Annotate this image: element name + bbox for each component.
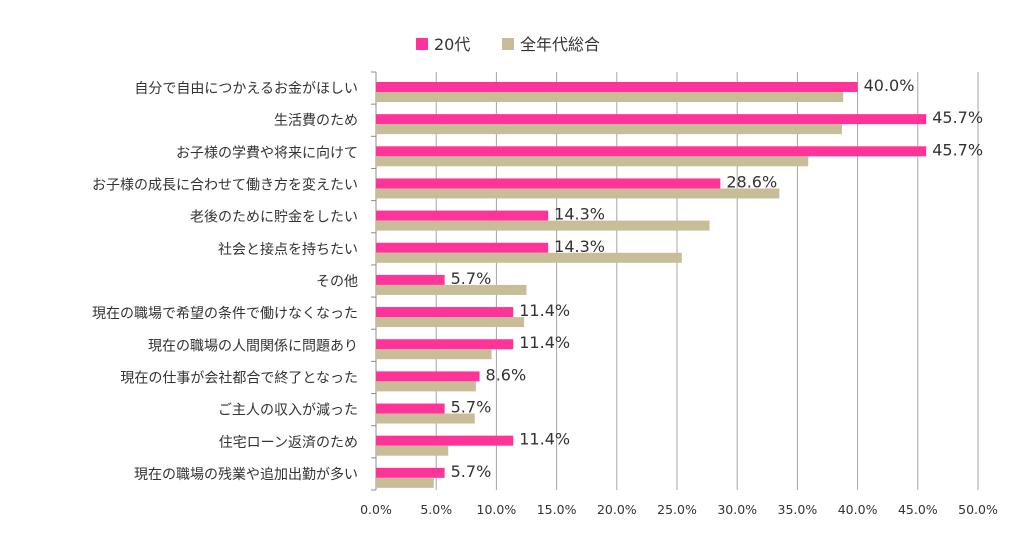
bar-all-ages xyxy=(376,349,492,360)
x-tick-label: 25.0% xyxy=(657,502,697,517)
bar-20s xyxy=(376,82,858,92)
bar-all-ages xyxy=(376,124,842,135)
category-label: 住宅ローン返済のため xyxy=(219,435,358,451)
bar-all-ages xyxy=(376,92,844,102)
bar-20s xyxy=(376,114,927,125)
data-label: 5.7% xyxy=(451,269,492,288)
bar-all-ages xyxy=(376,156,809,167)
bar-20s xyxy=(376,146,927,157)
x-tick-label: 50.0% xyxy=(958,502,998,517)
category-label: その他 xyxy=(316,274,358,290)
bar-20s xyxy=(376,403,445,414)
data-label: 40.0% xyxy=(864,76,915,95)
bar-20s xyxy=(376,435,514,446)
bar-20s xyxy=(376,467,445,478)
category-label: 現在の職場の人間関係に問題あり xyxy=(148,338,358,354)
data-label: 5.7% xyxy=(451,462,492,481)
data-label: 11.4% xyxy=(519,301,570,320)
bar-all-ages xyxy=(376,220,710,231)
bar-all-ages xyxy=(376,381,476,392)
bar-20s xyxy=(376,339,514,350)
x-tick-label: 10.0% xyxy=(477,502,517,517)
category-label: ご主人の収入が減った xyxy=(218,402,358,419)
x-tick-label: 35.0% xyxy=(778,502,818,517)
bar-all-ages xyxy=(376,413,475,424)
bar-all-ages xyxy=(376,252,682,263)
x-tick-label: 30.0% xyxy=(717,502,757,517)
data-label: 14.3% xyxy=(554,205,605,224)
x-tick-label: 20.0% xyxy=(597,502,637,517)
category-label: お子様の成長に合わせて働き方を変えたい xyxy=(92,177,358,194)
bar-all-ages xyxy=(376,284,527,295)
legend-label-all-ages: 全年代総合 xyxy=(520,35,600,54)
category-label: 社会と接点を持ちたい xyxy=(218,241,358,258)
data-label: 45.7% xyxy=(932,140,983,159)
data-label: 8.6% xyxy=(486,365,527,384)
legend-swatch-20s xyxy=(416,38,428,50)
data-label: 11.4% xyxy=(519,333,570,352)
category-label: 現在の職場で希望の条件で働けなくなった xyxy=(92,305,358,322)
bar-20s xyxy=(376,307,514,318)
x-tick-label: 40.0% xyxy=(838,502,878,517)
bar-all-ages xyxy=(376,188,780,199)
category-label: 生活費のため xyxy=(274,113,358,129)
x-tick-label: 5.0% xyxy=(420,502,452,517)
x-tick-label: 45.0% xyxy=(898,502,938,517)
bar-20s xyxy=(376,274,445,285)
category-label: お子様の学費や将来に向けて xyxy=(176,145,358,161)
bar-20s xyxy=(376,242,549,253)
data-label: 28.6% xyxy=(726,172,777,191)
bar-all-ages xyxy=(376,317,525,328)
bar-all-ages xyxy=(376,477,434,488)
bar-20s xyxy=(376,178,721,189)
category-label: 現在の仕事が会社都合で終了となった xyxy=(120,370,358,386)
bar-20s xyxy=(376,371,480,382)
bar-all-ages xyxy=(376,445,449,456)
data-label: 5.7% xyxy=(451,398,492,417)
bar-20s xyxy=(376,210,549,221)
x-tick-label: 0.0% xyxy=(360,502,392,517)
category-label: 自分で自由につかえるお金がほしい xyxy=(134,81,358,97)
legend-swatch-all-ages xyxy=(502,38,514,50)
data-label: 45.7% xyxy=(932,108,983,127)
legend-label-20s: 20代 xyxy=(434,35,470,54)
category-label: 現在の職場の残業や追加出勤が多い xyxy=(134,466,358,483)
x-tick-label: 15.0% xyxy=(537,502,577,517)
data-label: 11.4% xyxy=(519,430,570,449)
data-label: 14.3% xyxy=(554,237,605,256)
category-label: 老後のために貯金をしたい xyxy=(190,210,358,226)
